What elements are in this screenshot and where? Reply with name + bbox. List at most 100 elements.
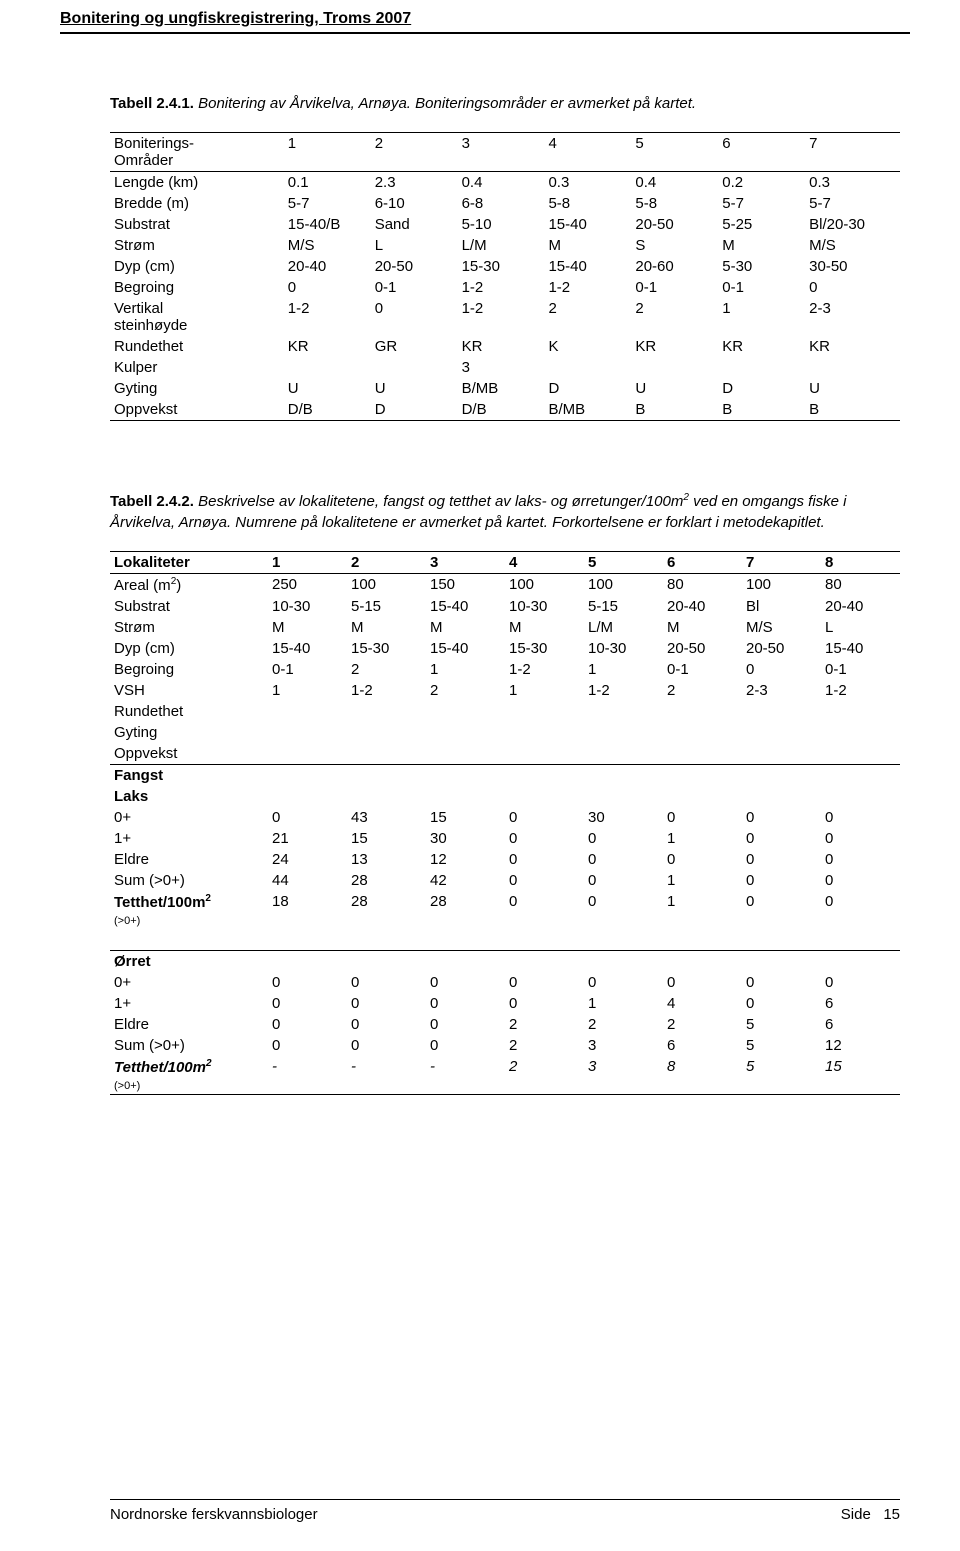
table-cell [347,1078,426,1095]
table-cell [268,913,347,929]
table-cell: 0 [742,972,821,993]
table-cell: 1 [584,659,663,680]
table-cell: 0 [347,1014,426,1035]
table-cell: L/M [458,235,545,256]
table-cell: 15-40 [821,638,900,659]
table-cell: 100 [347,573,426,596]
table-cell: 44 [268,870,347,891]
table-cell: KR [458,336,545,357]
table-cell: 0 [505,849,584,870]
table-cell [663,950,742,972]
footer-left: Nordnorske ferskvannsbiologer [110,1506,318,1523]
table-cell [426,764,505,786]
table-row-label: Ørret [110,950,268,972]
table-cell: 2 [426,680,505,701]
table-row-label: 1+ [110,828,268,849]
table-cell [821,743,900,765]
table-cell: M [347,617,426,638]
table-cell: U [371,378,458,399]
table-row-label: (>0+) [110,913,268,929]
table-cell: 0 [821,972,900,993]
table-cell [821,950,900,972]
table-cell: 0 [505,870,584,891]
table-cell: 15 [821,1056,900,1078]
table-row-label: (>0+) [110,1078,268,1095]
table-cell: 0 [371,298,458,336]
table-cell [268,950,347,972]
table1: Boniterings-Områder1234567Lengde (km)0.1… [110,132,900,421]
table-cell: M/S [742,617,821,638]
table-cell [347,701,426,722]
table-cell: 0.4 [631,172,718,194]
table-cell: 0-1 [371,277,458,298]
table-cell: 0 [663,849,742,870]
table-cell: 1-2 [458,298,545,336]
table-cell: 0 [821,828,900,849]
table-cell: 0 [742,870,821,891]
table-cell [268,786,347,807]
table-row-label: Lokaliteter [110,551,268,573]
table-cell: 0 [663,807,742,828]
table-cell [505,950,584,972]
table-cell: M/S [284,235,371,256]
table-row-label: 0+ [110,972,268,993]
table-cell: 0 [347,993,426,1014]
table-cell: 0 [505,891,584,913]
footer-page-number: 15 [883,1506,900,1523]
table-row-label: Boniterings-Områder [110,133,284,172]
table-cell: 250 [268,573,347,596]
table-cell: 5-30 [718,256,805,277]
table-cell [821,1078,900,1095]
table-row-label: Fangst [110,764,268,786]
table-cell [742,1078,821,1095]
table-row-label: Strøm [110,617,268,638]
table-cell: 0 [742,659,821,680]
table-cell: U [805,378,900,399]
table-row-label: Sum (>0+) [110,1035,268,1056]
table-cell: 6 [663,1035,742,1056]
table-cell: U [631,378,718,399]
table-row-label: Eldre [110,849,268,870]
table-cell: M [426,617,505,638]
table-cell [284,357,371,378]
table-cell: 5-7 [284,193,371,214]
table-cell: 20-50 [371,256,458,277]
table-cell: 2.3 [371,172,458,194]
table-cell: GR [371,336,458,357]
table-cell: 5-15 [584,596,663,617]
table-cell: 3 [458,133,545,172]
table-cell: 0 [742,828,821,849]
table-row-label: Rundethet [110,336,284,357]
table-cell: 5-8 [544,193,631,214]
table-cell: M [663,617,742,638]
table-cell [663,722,742,743]
table-cell: D [718,378,805,399]
table-cell: 2 [371,133,458,172]
table-cell: 15-40 [544,256,631,277]
table-cell: 5 [584,551,663,573]
table-cell: 2 [663,680,742,701]
table-cell: 2 [584,1014,663,1035]
table-cell: 10-30 [268,596,347,617]
table-cell [718,357,805,378]
table-cell: Bl/20-30 [805,214,900,235]
table-cell: 0 [268,1014,347,1035]
table-cell: 1 [505,680,584,701]
table-cell: 15-40/B [284,214,371,235]
table-cell: 0-1 [663,659,742,680]
table-cell: 6 [821,993,900,1014]
page-footer: Nordnorske ferskvannsbiologer Side 15 [110,1499,900,1523]
table-cell [584,764,663,786]
table-cell: B [805,399,900,421]
table-cell [505,743,584,765]
table-cell [426,913,505,929]
table-row-label: Kulper [110,357,284,378]
table-cell: 6 [718,133,805,172]
table-row-label: Substrat [110,214,284,235]
table-cell: 20-50 [742,638,821,659]
table-cell [821,764,900,786]
table-cell: 1-2 [584,680,663,701]
table-cell: 1-2 [347,680,426,701]
table-cell: 20-40 [821,596,900,617]
table-cell: 3 [458,357,545,378]
